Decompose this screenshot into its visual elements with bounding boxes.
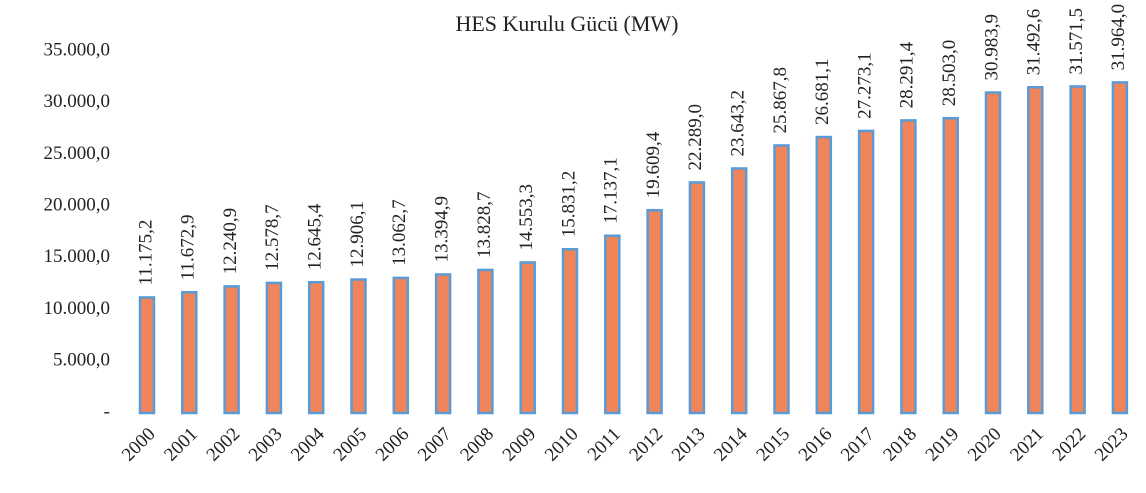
value-label: 15.831,2: [558, 171, 579, 238]
value-label: 11.672,9: [178, 214, 199, 280]
y-tick-label: 15.000,0: [44, 246, 111, 267]
value-label: 17.137,1: [601, 157, 622, 224]
x-tick-label: 2013: [668, 424, 710, 466]
value-label: 19.609,4: [643, 131, 664, 198]
value-label: 22.289,0: [685, 104, 706, 171]
value-label: 13.394,9: [431, 196, 452, 263]
value-label: 28.503,0: [939, 40, 960, 107]
bar: [857, 129, 875, 415]
value-label: 12.578,7: [262, 204, 283, 271]
x-tick-label: 2001: [160, 424, 202, 466]
chart-title: HES Kurulu Gücü (MW): [455, 11, 678, 36]
x-tick-label: 2022: [1048, 424, 1090, 466]
x-tick-label: 2023: [1091, 424, 1133, 466]
value-label: 28.291,4: [897, 41, 918, 108]
bar: [138, 296, 156, 415]
y-tick-label: 5.000,0: [53, 350, 110, 371]
x-tick-label: 2006: [372, 424, 414, 466]
x-tick-label: 2002: [202, 424, 244, 466]
x-tick-label: 2017: [837, 424, 879, 466]
bar: [223, 285, 240, 415]
bar: [688, 181, 706, 415]
x-tick-label: 2000: [118, 424, 160, 466]
bar: [434, 273, 452, 415]
value-label: 12.906,1: [347, 201, 368, 268]
bar: [477, 268, 494, 415]
bar: [265, 281, 283, 415]
x-tick-label: 2021: [1006, 424, 1048, 466]
x-tick-label: 2005: [329, 424, 371, 466]
bar: [730, 167, 748, 415]
value-label: 31.571,5: [1066, 8, 1087, 75]
bar: [815, 135, 833, 415]
value-label: 11.175,2: [135, 220, 156, 286]
bar: [773, 144, 790, 415]
x-tick-label: 2007: [414, 424, 456, 466]
bar: [646, 208, 663, 415]
x-tick-label: 2011: [584, 424, 625, 465]
bar: [519, 261, 536, 415]
value-label: 12.240,9: [220, 208, 241, 275]
value-label: 12.645,4: [305, 203, 326, 270]
value-label: 14.553,3: [516, 184, 537, 251]
bar: [604, 234, 621, 415]
y-tick-label: 35.000,0: [44, 39, 111, 60]
value-label: 26.681,1: [812, 59, 833, 126]
bar: [1027, 86, 1044, 415]
value-label: 13.828,7: [474, 191, 495, 258]
x-tick-label: 2020: [964, 424, 1006, 466]
x-tick-label: 2009: [499, 424, 541, 466]
bar: [1111, 81, 1129, 415]
value-label: 27.273,1: [854, 52, 875, 119]
y-tick-label: 30.000,0: [44, 91, 111, 112]
x-tick-label: 2010: [541, 424, 583, 466]
x-tick-label: 2008: [456, 424, 498, 466]
bar: [392, 276, 410, 415]
x-tick-label: 2016: [795, 424, 837, 466]
bar: [984, 91, 1002, 415]
bar: [1069, 85, 1086, 415]
y-tick-label: 20.000,0: [44, 195, 111, 216]
value-label: 31.964,0: [1108, 4, 1129, 71]
x-tick-label: 2012: [625, 424, 667, 466]
value-label: 25.867,8: [770, 67, 791, 134]
bar: [350, 278, 367, 415]
x-tick-label: 2015: [752, 424, 794, 466]
x-tick-label: 2004: [287, 423, 329, 465]
bar: [307, 280, 325, 415]
x-tick-label: 2003: [245, 424, 287, 466]
y-tick-label: 25.000,0: [44, 143, 111, 164]
y-tick-label: 10.000,0: [44, 298, 111, 319]
value-label: 31.492,6: [1024, 9, 1045, 76]
x-tick-label: 2014: [710, 423, 752, 465]
bar: [561, 248, 579, 415]
bar: [181, 291, 198, 415]
bar: [900, 119, 917, 415]
y-tick-label: -: [104, 401, 110, 422]
x-tick-label: 2018: [879, 424, 921, 466]
value-label: 13.062,7: [389, 199, 410, 266]
x-tick-label: 2019: [922, 424, 964, 466]
bar: [942, 116, 959, 415]
value-label: 23.643,2: [728, 90, 749, 157]
value-label: 30.983,9: [981, 14, 1002, 81]
